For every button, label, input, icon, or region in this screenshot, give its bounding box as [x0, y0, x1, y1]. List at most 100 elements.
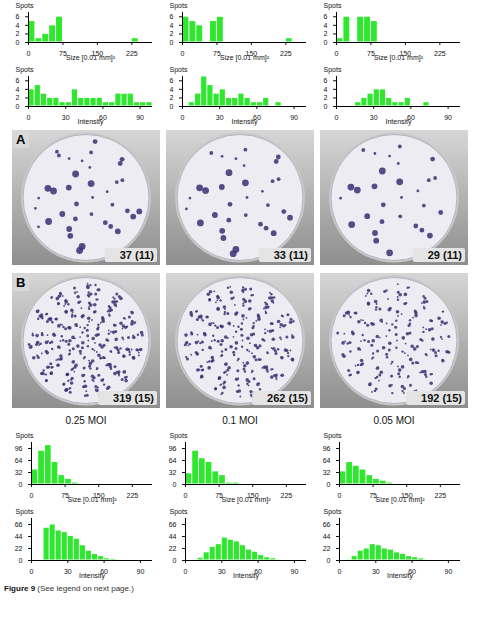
svg-text:225: 225 [280, 50, 292, 57]
svg-text:90: 90 [137, 568, 145, 575]
svg-text:Intensity: Intensity [79, 572, 106, 580]
svg-text:30: 30 [218, 568, 226, 575]
svg-text:30: 30 [372, 568, 380, 575]
svg-text:Spots: Spots [324, 66, 342, 74]
svg-text:Size [0.01 mm]²: Size [0.01 mm]² [220, 54, 270, 62]
svg-text:2: 2 [170, 94, 174, 101]
svg-text:Size [0.01 mm]²: Size [0.01 mm]² [66, 54, 116, 62]
svg-text:30: 30 [62, 114, 70, 121]
svg-text:29 (11): 29 (11) [428, 249, 463, 261]
svg-text:64: 64 [323, 457, 331, 464]
svg-text:Intensity: Intensity [77, 118, 104, 126]
svg-text:Intensity: Intensity [385, 118, 412, 126]
svg-text:32: 32 [15, 469, 23, 476]
svg-text:96: 96 [15, 445, 23, 452]
svg-text:6: 6 [324, 13, 328, 20]
svg-text:0: 0 [324, 39, 328, 46]
svg-text:6: 6 [16, 77, 20, 84]
svg-text:A: A [16, 132, 26, 147]
svg-text:Spots: Spots [170, 432, 188, 440]
svg-text:0: 0 [19, 557, 23, 564]
svg-text:0: 0 [181, 114, 185, 121]
svg-text:0: 0 [327, 557, 331, 564]
svg-text:Size [0.01 mm]²: Size [0.01 mm]² [375, 496, 425, 504]
svg-text:0: 0 [170, 39, 174, 46]
svg-text:319 (15): 319 (15) [113, 392, 154, 404]
svg-text:Spots: Spots [324, 432, 342, 440]
svg-text:225: 225 [126, 50, 138, 57]
svg-text:0: 0 [173, 557, 177, 564]
svg-text:Size [0.01 mm]²: Size [0.01 mm]² [67, 496, 117, 504]
svg-text:Spots: Spots [324, 508, 342, 516]
svg-text:90: 90 [445, 568, 453, 575]
svg-text:30: 30 [370, 114, 378, 121]
svg-text:66: 66 [15, 521, 23, 528]
svg-text:0: 0 [338, 568, 342, 575]
svg-text:6: 6 [16, 13, 20, 20]
svg-text:0: 0 [19, 481, 23, 488]
svg-text:30: 30 [216, 114, 224, 121]
svg-text:Spots: Spots [16, 432, 34, 440]
svg-text:2: 2 [16, 94, 20, 101]
svg-text:Intensity: Intensity [387, 572, 414, 580]
svg-text:22: 22 [15, 545, 23, 552]
svg-text:Size [0.01 mm]²: Size [0.01 mm]² [221, 496, 271, 504]
svg-text:2: 2 [170, 30, 174, 37]
svg-text:2: 2 [16, 30, 20, 37]
svg-text:Spots: Spots [16, 508, 34, 516]
svg-text:225: 225 [126, 492, 138, 499]
svg-text:90: 90 [444, 114, 452, 121]
svg-text:44: 44 [323, 533, 331, 540]
svg-text:0: 0 [184, 492, 188, 499]
svg-text:Intensity: Intensity [233, 572, 260, 580]
svg-text:66: 66 [323, 521, 331, 528]
svg-text:4: 4 [16, 22, 20, 29]
svg-text:4: 4 [170, 86, 174, 93]
svg-text:Spots: Spots [170, 2, 188, 10]
svg-text:33 (11): 33 (11) [274, 249, 309, 261]
svg-text:0: 0 [327, 481, 331, 488]
svg-text:B: B [16, 275, 25, 290]
svg-text:0: 0 [27, 114, 31, 121]
svg-text:66: 66 [169, 521, 177, 528]
svg-text:0: 0 [324, 103, 328, 110]
svg-text:22: 22 [169, 545, 177, 552]
svg-text:32: 32 [323, 469, 331, 476]
svg-text:6: 6 [170, 13, 174, 20]
svg-text:Intensity: Intensity [231, 118, 258, 126]
svg-text:64: 64 [15, 457, 23, 464]
svg-text:2: 2 [324, 94, 328, 101]
svg-text:4: 4 [324, 86, 328, 93]
svg-text:30: 30 [64, 568, 72, 575]
svg-text:Spots: Spots [170, 66, 188, 74]
svg-text:6: 6 [170, 77, 174, 84]
svg-text:0: 0 [335, 114, 339, 121]
svg-text:32: 32 [169, 469, 177, 476]
svg-text:0: 0 [181, 50, 185, 57]
svg-text:0: 0 [173, 481, 177, 488]
svg-text:37 (11): 37 (11) [120, 249, 155, 261]
svg-text:4: 4 [16, 86, 20, 93]
svg-text:2: 2 [324, 30, 328, 37]
svg-text:225: 225 [434, 50, 446, 57]
svg-text:0: 0 [27, 50, 31, 57]
svg-text:0: 0 [16, 39, 20, 46]
svg-text:6: 6 [324, 77, 328, 84]
svg-text:Spots: Spots [170, 508, 188, 516]
svg-text:90: 90 [291, 568, 299, 575]
svg-text:4: 4 [170, 22, 174, 29]
svg-text:44: 44 [15, 533, 23, 540]
svg-text:0: 0 [16, 103, 20, 110]
svg-text:0: 0 [338, 492, 342, 499]
svg-text:22: 22 [323, 545, 331, 552]
svg-text:0: 0 [30, 568, 34, 575]
svg-text:225: 225 [434, 492, 446, 499]
svg-text:0: 0 [335, 50, 339, 57]
svg-text:90: 90 [136, 114, 144, 121]
svg-text:225: 225 [280, 492, 292, 499]
svg-text:Spots: Spots [16, 66, 34, 74]
svg-text:4: 4 [324, 22, 328, 29]
svg-text:64: 64 [169, 457, 177, 464]
svg-text:Spots: Spots [324, 2, 342, 10]
svg-text:Size [0.01 mm]²: Size [0.01 mm]² [374, 54, 424, 62]
